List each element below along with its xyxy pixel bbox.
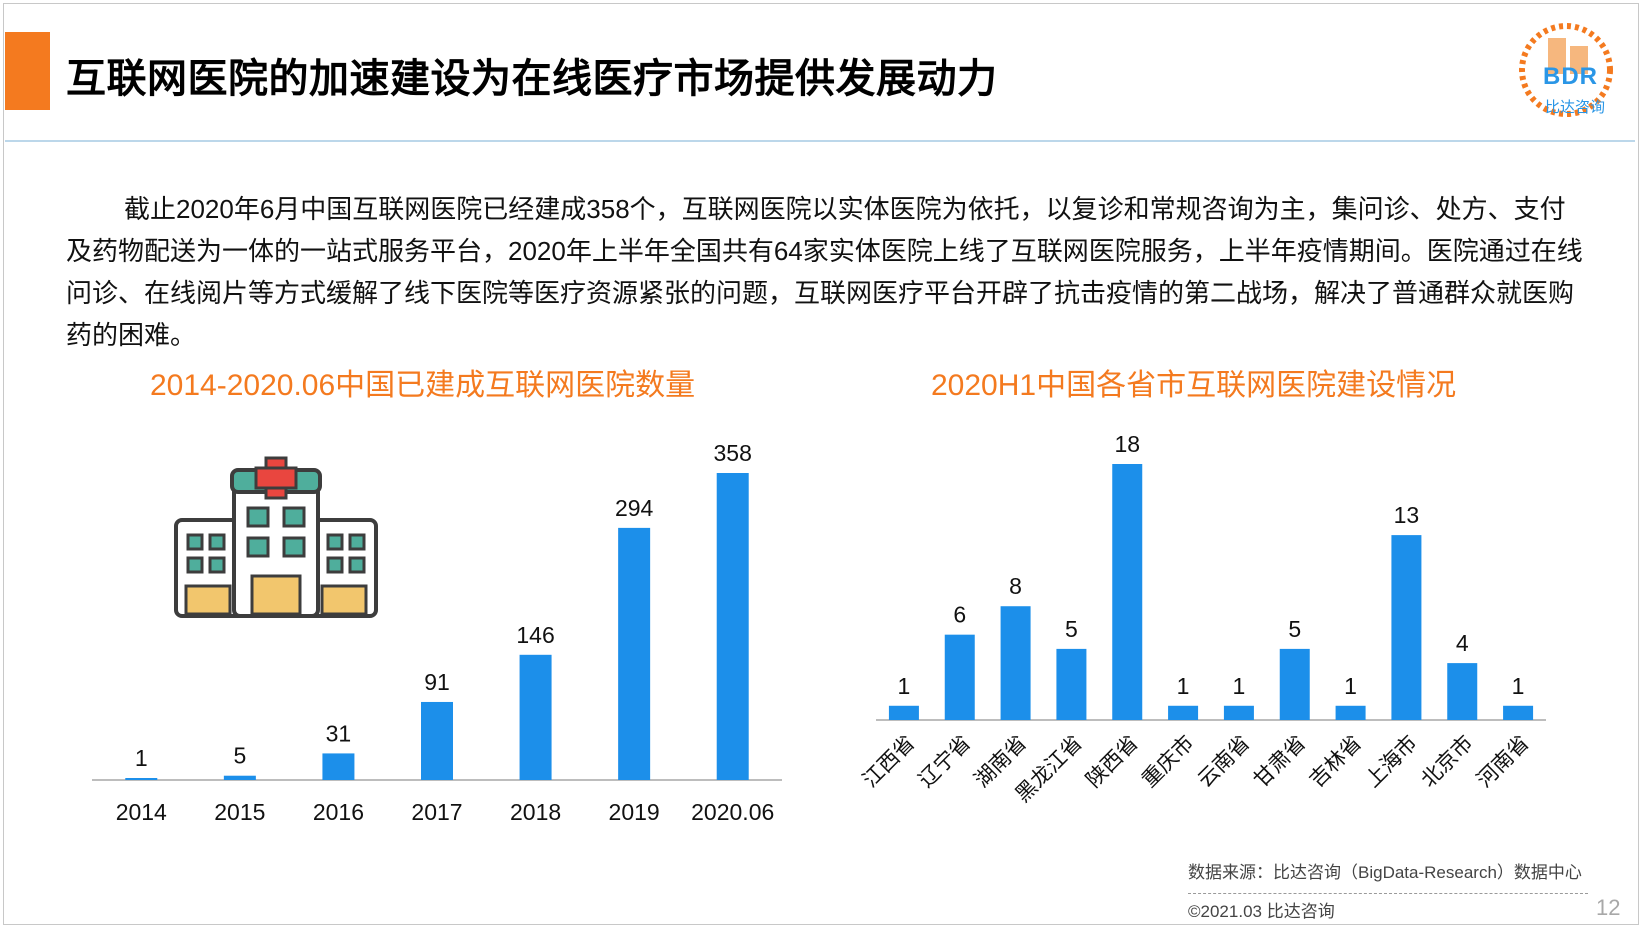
bar-陕西省	[1112, 464, 1143, 720]
value-label: 1	[135, 745, 148, 771]
category-label: 陕西省	[1081, 731, 1143, 793]
category-label: 上海市	[1360, 731, 1422, 793]
category-label: 2016	[313, 799, 364, 825]
bar-江西省	[888, 705, 919, 720]
value-label: 1	[1177, 673, 1190, 699]
bar-黑龙江省	[1056, 648, 1087, 720]
bar-吉林省	[1335, 705, 1366, 720]
bar-甘肃省	[1279, 648, 1310, 720]
value-label: 294	[615, 495, 654, 521]
bar-2016	[322, 753, 355, 780]
value-label: 13	[1394, 502, 1420, 528]
value-label: 1	[1512, 673, 1525, 699]
category-label: 2018	[510, 799, 561, 825]
bar-2014	[125, 778, 158, 780]
category-label: 2019	[609, 799, 660, 825]
category-label: 2020.06	[691, 799, 774, 825]
header-divider	[5, 140, 1635, 142]
bar-2017	[421, 701, 453, 780]
logo-text: BDR	[1543, 63, 1598, 90]
category-label: 吉林省	[1305, 731, 1367, 793]
value-label: 1	[1233, 673, 1246, 699]
value-label: 5	[1065, 616, 1078, 642]
value-label: 5	[233, 743, 246, 769]
page-number: 12	[1596, 895, 1621, 920]
bar-上海市	[1391, 535, 1422, 720]
category-label: 2017	[411, 799, 462, 825]
value-label: 358	[714, 440, 752, 466]
page-title: 互联网医院的加速建设为在线医疗市场提供发展动力	[66, 57, 998, 101]
bar-2020.06	[716, 473, 749, 780]
value-label: 6	[953, 602, 966, 628]
value-label: 1	[898, 673, 911, 699]
bar-辽宁省	[944, 634, 975, 720]
slide-frame	[3, 3, 1639, 925]
bar-2019	[618, 527, 651, 780]
value-label: 18	[1114, 431, 1140, 457]
bar-重庆市	[1168, 705, 1199, 720]
logo-subtext: 比达咨询	[1545, 99, 1606, 116]
bar-湖南省	[1000, 606, 1031, 720]
value-label: 8	[1009, 573, 1022, 599]
value-label: 4	[1456, 630, 1469, 656]
copyright: ©2021.03 比达咨询	[1188, 902, 1335, 921]
value-label: 31	[326, 720, 352, 746]
value-label: 91	[424, 669, 450, 695]
category-label: 重庆市	[1137, 731, 1199, 793]
category-label: 2014	[116, 799, 167, 825]
category-label: 甘肃省	[1249, 731, 1311, 793]
value-label: 5	[1288, 616, 1301, 642]
category-label: 北京市	[1416, 731, 1478, 793]
bdr-logo	[1519, 23, 1613, 117]
value-label: 146	[516, 622, 554, 648]
category-label: 河南省	[1472, 731, 1534, 793]
bar-北京市	[1447, 663, 1478, 720]
category-label: 辽宁省	[914, 731, 976, 793]
right-chart-title: 2020H1中国各省市互联网医院建设情况	[931, 369, 1457, 402]
category-label: 江西省	[858, 731, 920, 793]
hospital-icon	[174, 456, 378, 618]
footer-divider	[1188, 893, 1588, 894]
source-note: 数据来源：比达咨询（BigData-Research）数据中心	[1188, 863, 1582, 882]
value-label: 1	[1344, 673, 1357, 699]
category-label: 云南省	[1193, 731, 1255, 793]
left-chart-title: 2014-2020.06中国已建成互联网医院数量	[150, 369, 696, 402]
bar-2018	[519, 654, 552, 780]
bar-云南省	[1223, 705, 1254, 720]
bar-2015	[223, 775, 256, 780]
intro-paragraph: 截止2020年6月中国互联网医院已经建成358个，互联网医院以实体医院为依托，以…	[66, 194, 1583, 350]
category-label: 2015	[214, 799, 265, 825]
title-accent-bar	[5, 32, 50, 110]
bar-河南省	[1503, 705, 1534, 720]
